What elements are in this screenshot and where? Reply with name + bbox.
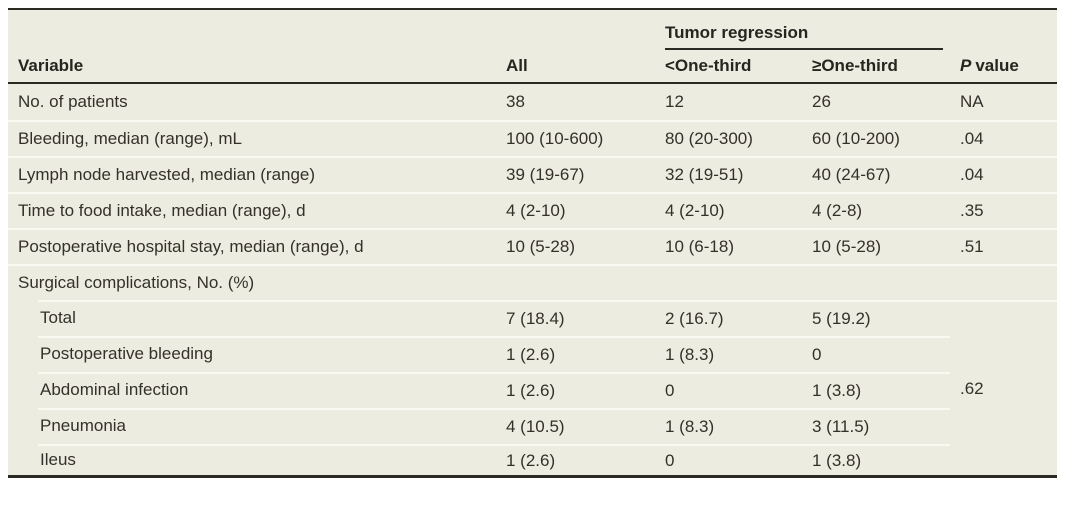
table-row-no-of-patients: No. of patients 38 12 26 NA bbox=[8, 84, 1057, 120]
cell-all: 10 (5-28) bbox=[496, 228, 655, 264]
col-header-all: All bbox=[496, 50, 655, 84]
col-header-variable: Variable bbox=[8, 50, 496, 84]
header-group-cell: Tumor regression bbox=[655, 10, 950, 50]
row-label: Time to food intake, median (range), d bbox=[8, 192, 496, 228]
cell-lt-one-third: 0 bbox=[655, 372, 802, 408]
table-row-abdominal-infection: Abdominal infection 1 (2.6) 0 1 (3.8) bbox=[8, 372, 1057, 408]
table-body: No. of patients 38 12 26 NA Bleeding, me… bbox=[8, 84, 1057, 475]
table-row-bleeding: Bleeding, median (range), mL 100 (10-600… bbox=[8, 120, 1057, 156]
cell-all: 4 (2-10) bbox=[496, 192, 655, 228]
cell-p-value: NA bbox=[960, 92, 984, 112]
col-header-ge-one-third: ≥One-third bbox=[802, 50, 950, 84]
row-label: Postoperative bleeding bbox=[8, 336, 496, 372]
header-spacer-p bbox=[950, 10, 1057, 50]
header-spacer-variable bbox=[8, 10, 496, 50]
cell-ge-one-third: 3 (11.5) bbox=[802, 408, 950, 444]
cell-all: 39 (19-67) bbox=[496, 156, 655, 192]
row-label: Lymph node harvested, median (range) bbox=[8, 156, 496, 192]
cell-p-value: .35 bbox=[950, 192, 1057, 228]
cell-lt-one-third: 1 (8.3) bbox=[655, 336, 802, 372]
section-label: Surgical complications, No. (%) bbox=[8, 264, 1057, 300]
cell-p-value: .51 bbox=[950, 228, 1057, 264]
cell-lt-one-third: 80 (20-300) bbox=[655, 120, 802, 156]
table-section-row-surgical-complications: Surgical complications, No. (%) bbox=[8, 264, 1057, 300]
row-label: No. of patients bbox=[18, 92, 128, 112]
cell-ge-one-third: 60 (10-200) bbox=[802, 120, 950, 156]
table-row-postoperative-bleeding: Postoperative bleeding 1 (2.6) 1 (8.3) 0 bbox=[8, 336, 1057, 372]
cell-all: 38 bbox=[506, 92, 525, 112]
cell-lt-one-third: 2 (16.7) bbox=[655, 300, 802, 336]
header-group-row: Tumor regression bbox=[8, 10, 1057, 50]
row-label: Bleeding, median (range), mL bbox=[8, 120, 496, 156]
cell-ge-one-third: 0 bbox=[802, 336, 950, 372]
cell-ge-one-third: 4 (2-8) bbox=[802, 192, 950, 228]
cell-lt-one-third: 1 (8.3) bbox=[655, 408, 802, 444]
cell-lt-one-third: 4 (2-10) bbox=[655, 192, 802, 228]
cell-all: 4 (10.5) bbox=[496, 408, 655, 444]
cell-all: 100 (10-600) bbox=[496, 120, 655, 156]
table-row-ileus: Ileus 1 (2.6) 0 1 (3.8) bbox=[8, 444, 1057, 475]
cell-ge-one-third: 26 bbox=[812, 92, 831, 112]
table-row-time-to-food-intake: Time to food intake, median (range), d 4… bbox=[8, 192, 1057, 228]
cell-lt-one-third: 32 (19-51) bbox=[655, 156, 802, 192]
group-label-tumor-regression: Tumor regression bbox=[665, 23, 943, 50]
row-label: Ileus bbox=[8, 444, 496, 475]
cell-ge-one-third: 5 (19.2) bbox=[802, 300, 950, 336]
cell-lt-one-third: 12 bbox=[665, 92, 684, 112]
col-header-lt-one-third: <One-third bbox=[655, 50, 802, 84]
row-label: Postoperative hospital stay, median (ran… bbox=[8, 228, 496, 264]
cell-p-value: .04 bbox=[950, 120, 1057, 156]
outcomes-table: Tumor regression Variable All <One-third… bbox=[8, 8, 1057, 478]
row-label: Pneumonia bbox=[8, 408, 496, 444]
table-row-lymph-node: Lymph node harvested, median (range) 39 … bbox=[8, 156, 1057, 192]
cell-ge-one-third: 10 (5-28) bbox=[802, 228, 950, 264]
table-row-postoperative-hospital-stay: Postoperative hospital stay, median (ran… bbox=[8, 228, 1057, 264]
cell-ge-one-third: 1 (3.8) bbox=[802, 444, 950, 475]
table-row-pneumonia: Pneumonia 4 (10.5) 1 (8.3) 3 (11.5) bbox=[8, 408, 1057, 444]
table-row-total: Total 7 (18.4) 2 (16.7) 5 (19.2) .62 bbox=[8, 300, 1057, 398]
cell-all: 1 (2.6) bbox=[496, 444, 655, 475]
row-label: Abdominal infection bbox=[8, 372, 496, 408]
table-header: Tumor regression Variable All <One-third… bbox=[8, 10, 1057, 84]
row-label: Total bbox=[8, 300, 496, 336]
cell-lt-one-third: 10 (6-18) bbox=[655, 228, 802, 264]
p-value-italic-p: P bbox=[960, 56, 972, 76]
p-value-label-rest: value bbox=[975, 56, 1019, 76]
cell-all: 1 (2.6) bbox=[496, 372, 655, 408]
cell-p-value-complications-group: .62 bbox=[950, 300, 1057, 475]
header-spacer-all bbox=[496, 10, 655, 50]
cell-ge-one-third: 40 (24-67) bbox=[802, 156, 950, 192]
cell-all: 1 (2.6) bbox=[496, 336, 655, 372]
cell-ge-one-third: 1 (3.8) bbox=[802, 372, 950, 408]
cell-lt-one-third: 0 bbox=[655, 444, 802, 475]
cell-p-value: .04 bbox=[950, 156, 1057, 192]
cell-all: 7 (18.4) bbox=[496, 300, 655, 336]
